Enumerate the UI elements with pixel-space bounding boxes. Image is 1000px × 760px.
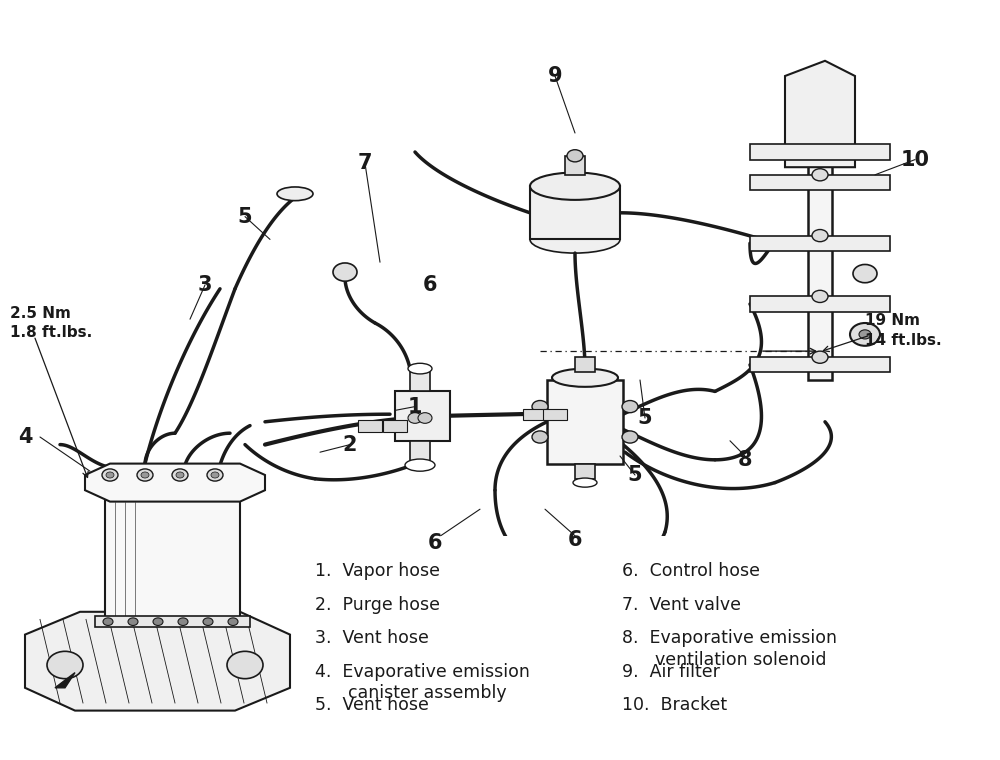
Polygon shape [55, 673, 75, 688]
Text: 7: 7 [358, 154, 372, 173]
Circle shape [853, 264, 877, 283]
Text: 3: 3 [198, 275, 212, 295]
Circle shape [211, 472, 219, 478]
Circle shape [227, 651, 263, 679]
Bar [808, 137, 832, 380]
Text: 8: 8 [738, 450, 752, 470]
Bar [565, 156, 585, 175]
Bar [395, 391, 450, 441]
Circle shape [850, 323, 880, 346]
Bar [543, 409, 567, 420]
Text: 5: 5 [638, 408, 652, 428]
Bar [750, 175, 890, 190]
Circle shape [812, 290, 828, 302]
Text: 2: 2 [343, 435, 357, 454]
Text: 5.  Vent hose: 5. Vent hose [315, 696, 429, 714]
Circle shape [532, 431, 548, 443]
Text: 10.  Bracket: 10. Bracket [622, 696, 727, 714]
Bar [575, 464, 595, 479]
Circle shape [178, 618, 188, 625]
Bar [575, 357, 595, 372]
Bar [523, 409, 547, 420]
Bar [750, 236, 890, 251]
Polygon shape [85, 464, 265, 502]
Circle shape [141, 472, 149, 478]
Text: 2.5 Nm
1.8 ft.lbs.: 2.5 Nm 1.8 ft.lbs. [10, 306, 92, 340]
Ellipse shape [552, 369, 618, 387]
Circle shape [408, 413, 422, 423]
Bar [95, 616, 250, 627]
Circle shape [622, 401, 638, 413]
Text: 8.  Evaporative emission
      ventilation solenoid: 8. Evaporative emission ventilation sole… [622, 629, 837, 669]
Bar [530, 186, 620, 239]
Text: 6: 6 [423, 275, 437, 295]
Bar [750, 144, 890, 160]
Polygon shape [25, 612, 290, 711]
Bar [383, 420, 407, 432]
Text: 5: 5 [238, 207, 252, 226]
Circle shape [333, 263, 357, 281]
Text: 9.  Air filter: 9. Air filter [622, 663, 720, 681]
Text: 10: 10 [900, 150, 930, 169]
Circle shape [207, 469, 223, 481]
Circle shape [153, 618, 163, 625]
Text: 1: 1 [408, 397, 422, 416]
Circle shape [102, 469, 118, 481]
Circle shape [622, 431, 638, 443]
Bar [298, 536, 993, 737]
Circle shape [103, 618, 113, 625]
Circle shape [203, 618, 213, 625]
Text: 6: 6 [428, 534, 442, 553]
Ellipse shape [277, 187, 313, 201]
Text: 2.  Purge hose: 2. Purge hose [315, 596, 440, 614]
Circle shape [812, 230, 828, 242]
Circle shape [128, 618, 138, 625]
Bar [358, 420, 382, 432]
Text: 6.  Control hose: 6. Control hose [622, 562, 760, 581]
Text: 4: 4 [18, 427, 32, 447]
Bar [750, 357, 890, 372]
Circle shape [137, 469, 153, 481]
Circle shape [812, 169, 828, 181]
Circle shape [106, 472, 114, 478]
Circle shape [532, 401, 548, 413]
Ellipse shape [530, 226, 620, 253]
Circle shape [47, 651, 83, 679]
Text: 6: 6 [568, 530, 582, 549]
Text: 4.  Evaporative emission
      canister assembly: 4. Evaporative emission canister assembl… [315, 663, 530, 702]
Text: 19 Nm
14 ft.lbs.: 19 Nm 14 ft.lbs. [865, 313, 942, 348]
Circle shape [176, 472, 184, 478]
Bar [410, 372, 430, 391]
Circle shape [812, 351, 828, 363]
Polygon shape [785, 61, 855, 167]
Text: 5: 5 [628, 465, 642, 485]
Circle shape [418, 413, 432, 423]
Ellipse shape [405, 459, 435, 471]
Circle shape [172, 469, 188, 481]
Ellipse shape [573, 478, 597, 487]
Ellipse shape [408, 363, 432, 374]
Bar [547, 380, 623, 464]
Text: 3.  Vent hose: 3. Vent hose [315, 629, 429, 648]
Bar [750, 296, 890, 312]
Bar [105, 498, 240, 619]
Text: 9: 9 [548, 66, 562, 86]
Circle shape [567, 150, 583, 162]
Text: 1.  Vapor hose: 1. Vapor hose [315, 562, 440, 581]
Text: 7.  Vent valve: 7. Vent valve [622, 596, 741, 614]
Circle shape [859, 330, 871, 339]
Circle shape [228, 618, 238, 625]
Bar [410, 441, 430, 464]
Ellipse shape [530, 173, 620, 200]
